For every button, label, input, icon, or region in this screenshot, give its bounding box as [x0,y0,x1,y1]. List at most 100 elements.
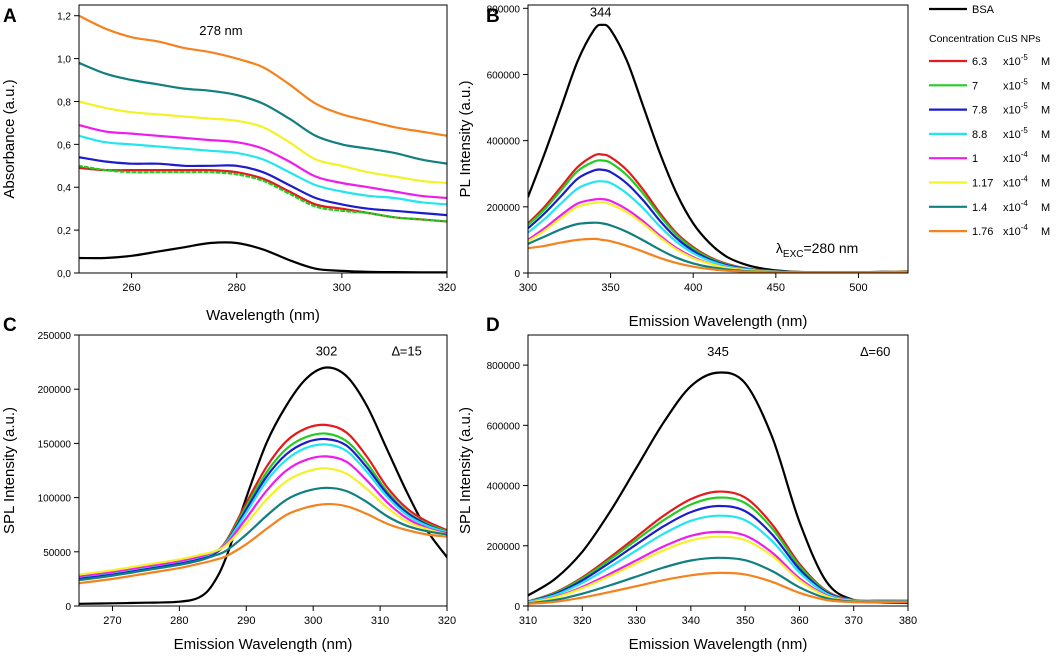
legend-sci-exp: -4 [1021,175,1029,184]
series-line-bsa [79,366,447,605]
series-line-1-17-x10-4-m [79,467,447,576]
annotation-suffix: =280 nm [803,240,858,256]
series-line-bsa [528,371,908,605]
legend-sci-base: x10 [1003,105,1021,117]
x-tick-label: 260 [122,282,140,294]
annotation: 345 [707,344,729,359]
y-axis-label: Absorbance (a.u.) [1,79,18,198]
y-tick-label: 1,2 [57,12,71,23]
series-line-7-8-x10-5-m [79,156,447,217]
y-tick-label: 1,0 [57,55,71,66]
series-line-1-4-x10-4-m [79,61,447,165]
legend-unit: M [1041,105,1050,117]
chart-panels: 260 280 300 320 0,0 0,2 0,4 0,6 0,8 1,0 1,2 Wavelen… [1,4,917,653]
x-tick-label: 310 [519,615,537,627]
legend-value: 7 [972,80,978,92]
legend-sci-base: x10 [1003,153,1021,165]
y-tick-label: 0 [514,269,520,280]
x-tick-label: 290 [237,615,255,627]
y-tick-label: 150000 [38,439,72,450]
y-tick-label: 0 [65,602,71,613]
x-tick-label: 270 [103,615,121,627]
legend-value: 1.4 [972,202,987,214]
series-line-1-76-x10-4-m [528,571,908,605]
panel-c: 270 280 290 300 310 320 0 50000 100000 150000 2000… [1,315,456,653]
y-tick-label: 0,2 [57,226,71,237]
legend-heading: Concentration CuS NPs [929,33,1040,45]
y-tick-label: 200000 [487,542,521,553]
annotation: 344 [590,5,612,20]
x-axis-label: Emission Wavelength (nm) [174,636,353,653]
panel-d: 310 320 330 340 350 360 370 380 0 200000 400000 600… [457,315,917,653]
y-tick-label: 0,0 [57,269,71,280]
panel-label: A [3,6,17,27]
x-tick-label: 300 [333,282,351,294]
series-group [79,14,447,273]
legend-sci-exp: -5 [1021,77,1029,86]
y-tick-label: 0,6 [57,140,71,151]
legend-sci-base: x10 [1003,226,1021,238]
annotation: ∆=15 [392,344,422,359]
y-axis-label: PL Intensity (a.u.) [457,80,474,197]
annotation: 278 nm [199,23,242,38]
y-tick-label: 600000 [487,421,521,432]
legend-sci: x10-4 [1003,223,1028,238]
legend-value: 6.3 [972,56,987,68]
y-tick-label: 200000 [38,385,72,396]
legend-sci: x10-4 [1003,199,1028,214]
y-tick-label: 800000 [487,361,521,372]
legend-sci-exp: -4 [1021,199,1029,208]
x-axis-label: Emission Wavelength (nm) [629,636,808,653]
legend-unit: M [1041,202,1050,214]
legend-sci: x10-5 [1003,102,1028,117]
legend-unit: M [1041,226,1050,238]
legend-sci-base: x10 [1003,178,1021,190]
x-tick-label: 350 [736,615,754,627]
series-line-bsa [79,241,447,273]
x-tick-label: 450 [767,282,785,294]
x-tick-label: 330 [627,615,645,627]
y-axis-label: SPL Intensity (a.u.) [457,407,474,534]
legend-sci: x10-5 [1003,53,1028,68]
panel-label: C [3,315,17,336]
series-line-1-76-x10-4-m [528,237,908,273]
legend-sci-exp: -5 [1021,53,1029,62]
plot-frame [527,4,909,274]
x-axis-label: Wavelength (nm) [206,307,320,324]
x-tick-label: 280 [228,282,246,294]
x-tick-label: 380 [899,615,917,627]
legend-sci-base: x10 [1003,202,1021,214]
x-tick-label: 500 [849,282,867,294]
x-tick-label: 400 [684,282,702,294]
series-line-1-x10-4-m [79,455,447,578]
panel-b: 300 350 400 450 500 0 200000 400000 600000 800000… [457,4,909,330]
series-line-7-x10-5-m [79,164,447,223]
x-tick-label: 310 [371,615,389,627]
series-line-8-8-x10-5-m [528,180,908,273]
x-tick-label: 370 [845,615,863,627]
annotation: λEXC=280 nm [776,240,858,260]
y-tick-label: 100000 [38,494,72,505]
y-tick-label: 50000 [43,548,71,559]
legend-sci-exp: -5 [1021,102,1029,111]
legend-unit: M [1041,56,1050,68]
legend-value: 1.76 [972,226,993,238]
annotation: ∆=60 [860,344,890,359]
x-axis-label: Emission Wavelength (nm) [629,313,808,330]
x-tick-label: 320 [438,282,456,294]
legend-sci: x10-5 [1003,126,1028,141]
legend-value: 7.8 [972,105,987,117]
legend-unit: M [1041,178,1050,190]
panel-label: D [486,315,500,336]
panel-a: 260 280 300 320 0,0 0,2 0,4 0,6 0,8 1,0 1,2 Wavelen… [1,4,456,324]
x-tick-label: 280 [170,615,188,627]
x-tick-label: 340 [682,615,700,627]
series-line-1-4-x10-4-m [79,486,447,582]
plot-frame [78,334,448,607]
series-group [528,371,908,605]
annotation: 302 [316,344,338,359]
legend-unit: M [1041,153,1050,165]
y-tick-label: 0,8 [57,97,71,108]
